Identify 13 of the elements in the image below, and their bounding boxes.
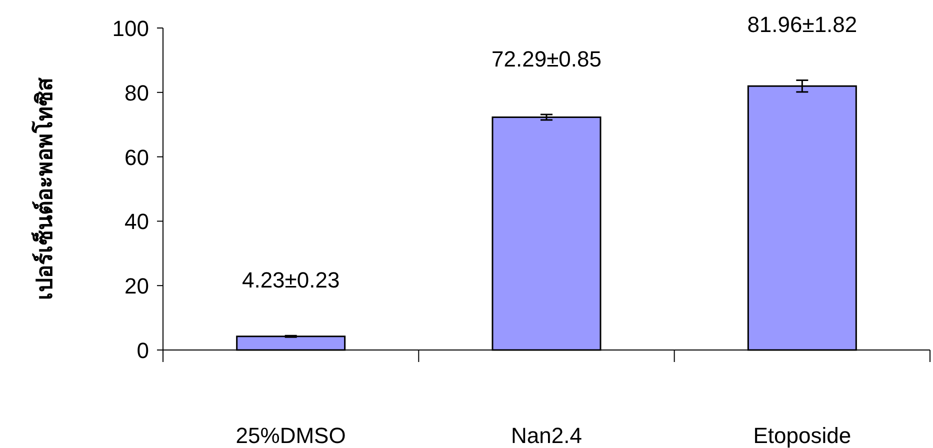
x-tick-label: Etoposide bbox=[753, 423, 852, 448]
y-axis-title: เปอร์เซ็นต์อะพอพโทซิส bbox=[30, 77, 57, 300]
y-tick-label: 60 bbox=[124, 144, 149, 170]
y-tick-label: 20 bbox=[124, 274, 149, 299]
data-label: 72.29±0.85 bbox=[492, 46, 602, 72]
y-tick-label: 0 bbox=[136, 338, 149, 363]
x-tick-label: Nan2.4 bbox=[511, 423, 582, 448]
data-label: 4.23±0.23 bbox=[242, 268, 340, 293]
y-tick-label: 80 bbox=[124, 80, 149, 106]
y-tick-label: 100 bbox=[112, 16, 149, 41]
y-tick-label: 40 bbox=[124, 209, 149, 234]
x-tick-label: 25%DMSO bbox=[236, 423, 346, 448]
data-label: 81.96±1.82 bbox=[747, 12, 858, 38]
